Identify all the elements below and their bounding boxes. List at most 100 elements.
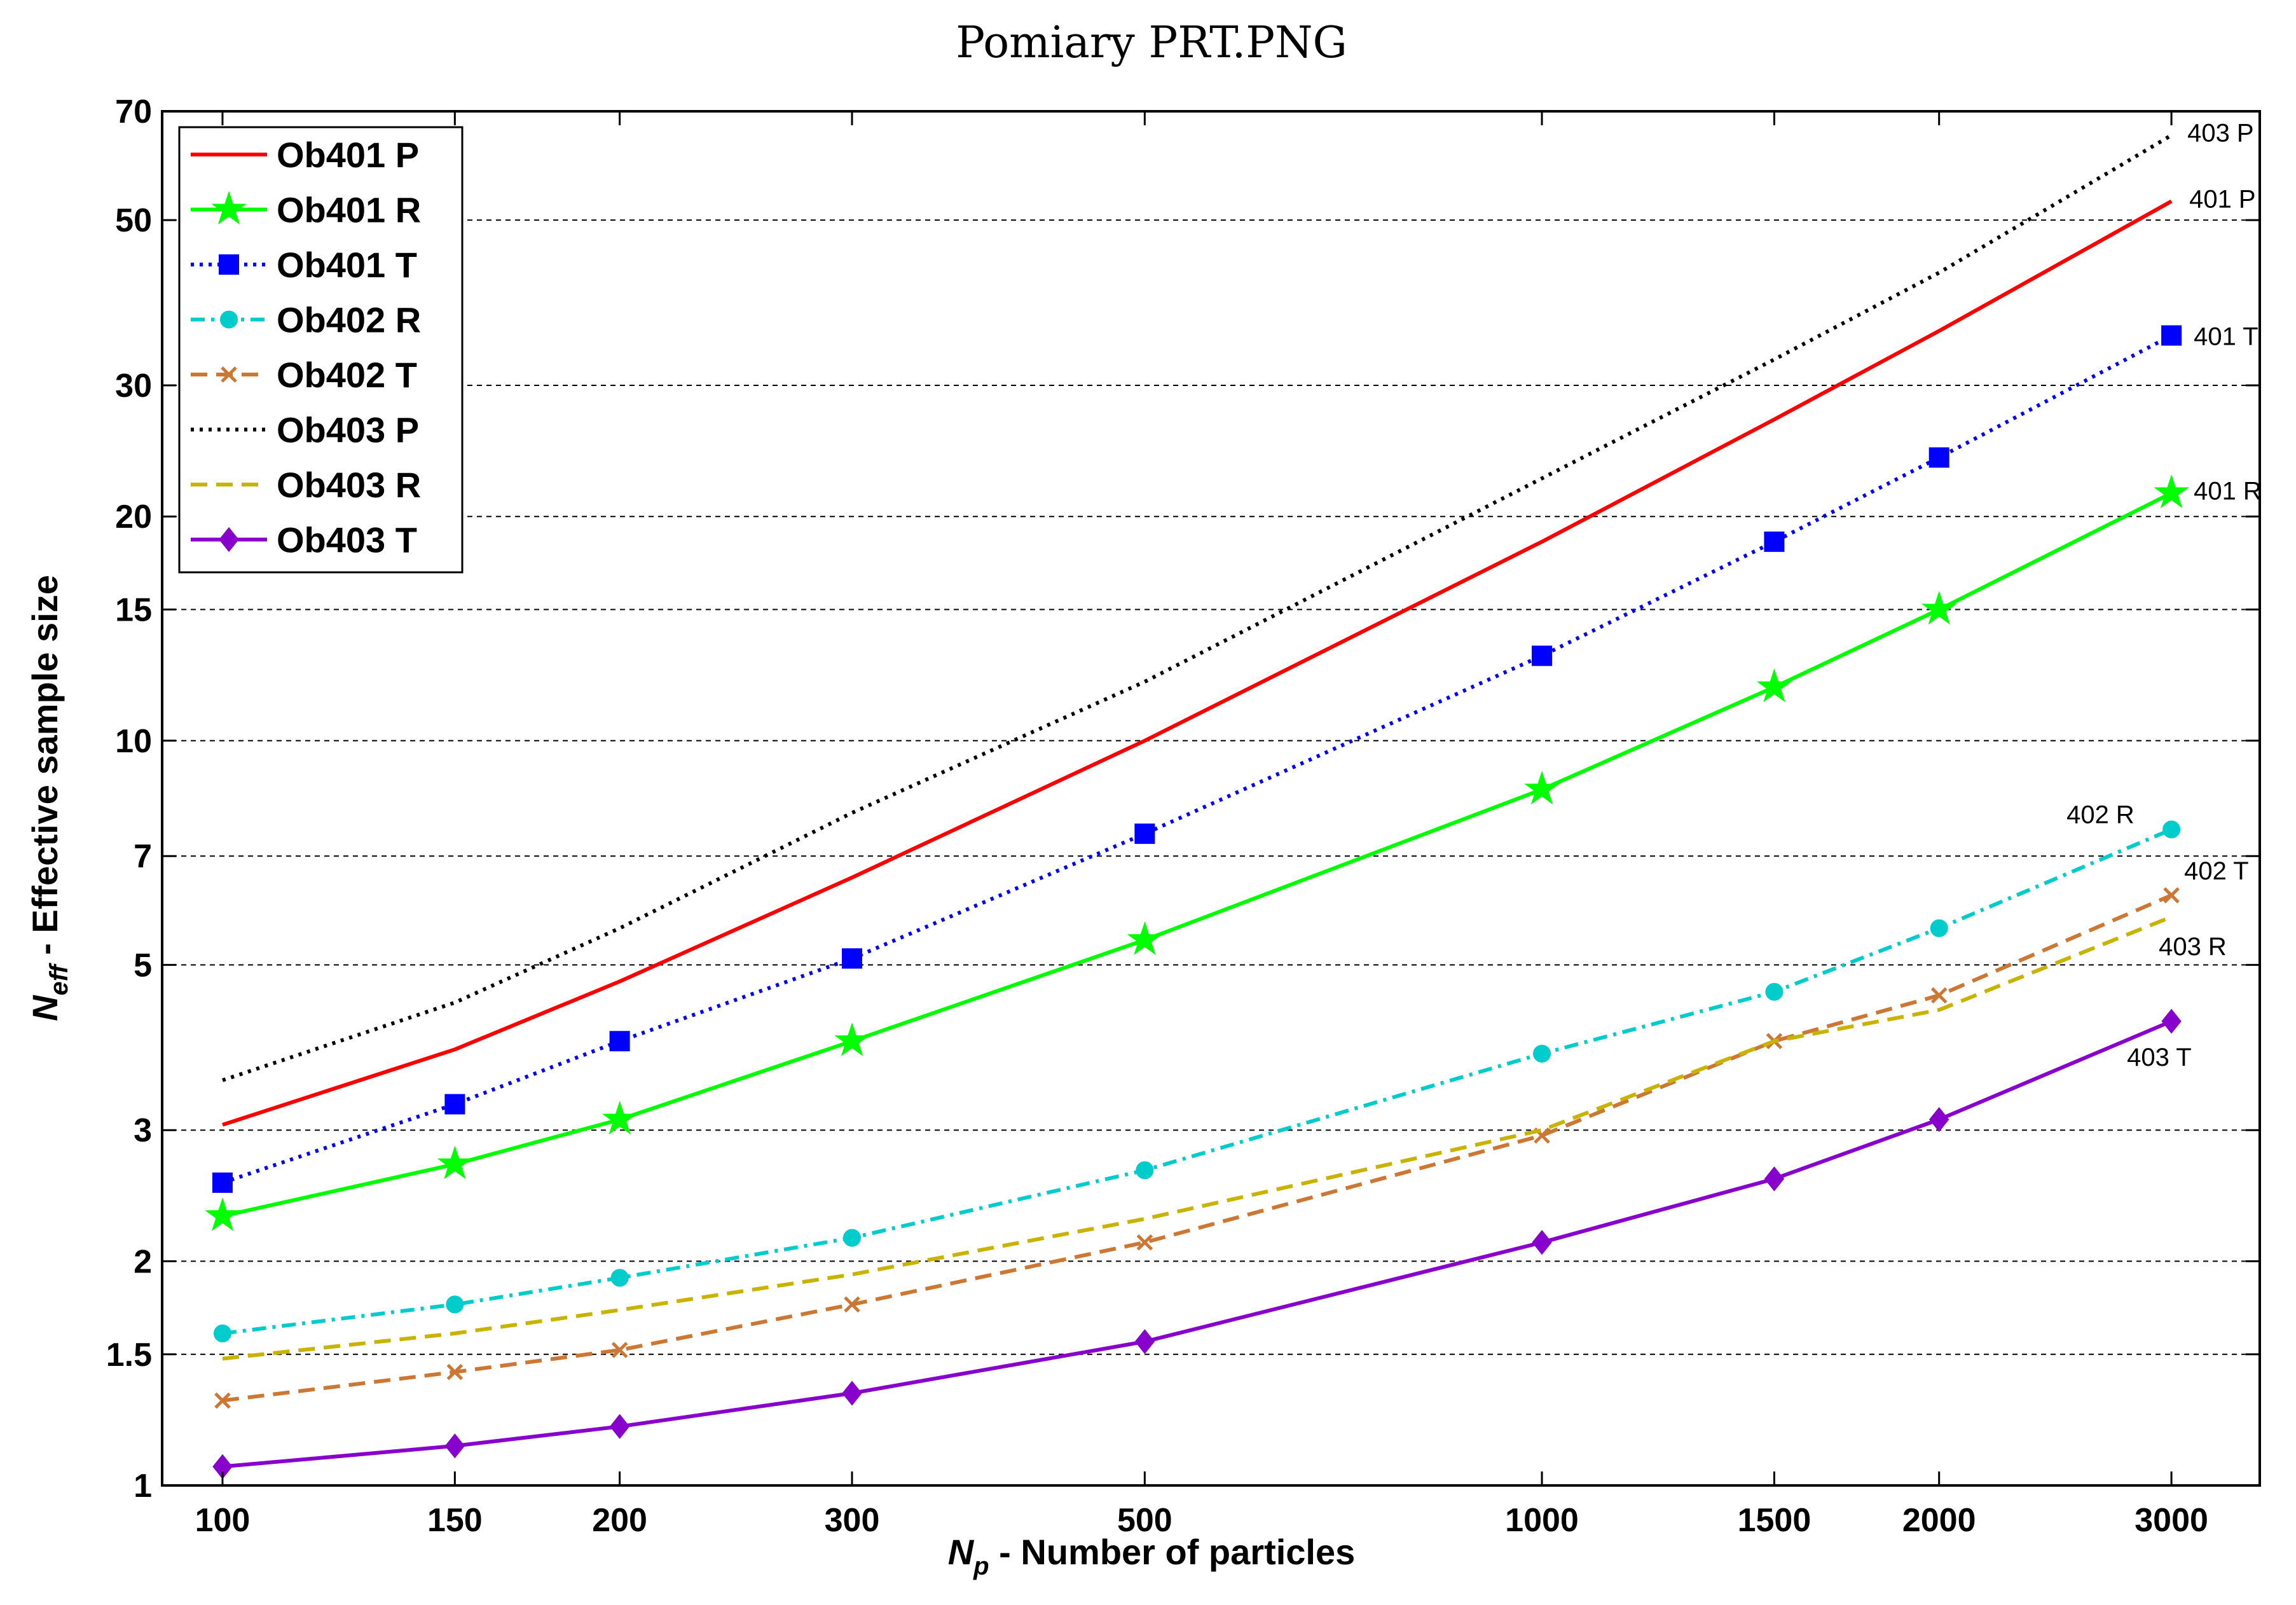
legend-item-ob403-p: Ob403 P	[191, 410, 419, 450]
data-point-ob401-r	[2154, 474, 2189, 509]
data-point-ob401-r	[1524, 771, 1560, 805]
data-point-ob401-t	[1928, 447, 1949, 468]
x-axis-label-rest: - Number of particles	[989, 1532, 1356, 1572]
series-ob403-r	[222, 915, 2173, 1361]
data-point-ob402-r	[1930, 919, 1948, 937]
ticks	[162, 110, 2260, 1487]
legend: Ob401 P Ob401 R Ob401 T Ob402 R Ob402 T Ob403…	[178, 126, 464, 574]
marker-stroke	[611, 1342, 628, 1358]
data-point-ob402-r	[446, 1295, 464, 1314]
data-point-ob402-t	[844, 1296, 860, 1313]
x-tick-label: 2000	[1902, 1502, 1976, 1539]
annotation-403-p: 403 P	[2187, 120, 2254, 148]
series-ob403-p	[222, 134, 2173, 1082]
data-point-ob402-r	[1136, 1161, 1154, 1180]
data-point-ob401-t	[609, 1031, 630, 1052]
data-point-ob403-t	[444, 1433, 465, 1459]
y-tick-label: 1	[134, 1468, 152, 1505]
plot-area: 401 P 401 R 401 T 402 R 402 T 403 P 403 R 403 T	[161, 110, 2262, 1487]
data-point-ob401-r	[601, 1101, 638, 1135]
legend-item-ob403-t: Ob403 T	[191, 520, 417, 560]
annotation-402-r: 402 R	[2066, 801, 2134, 829]
data-point-ob401-t	[212, 1172, 233, 1193]
annotation-403-r: 403 R	[2159, 933, 2227, 961]
legend-label: Ob403 P	[277, 410, 419, 450]
annotations: 401 P 401 R 401 T 402 R 402 T 403 P 403 R 403 T	[2066, 120, 2262, 1071]
data-point-ob401-t	[2161, 325, 2182, 346]
marker-stroke	[446, 1363, 464, 1381]
x-tick-label: 150	[427, 1502, 483, 1539]
data-point-ob402-t	[2163, 887, 2180, 904]
y-tick-label: 30	[115, 368, 152, 404]
y-tick-label: 1.5	[106, 1337, 152, 1374]
y-axis-label-rest: - Effective sample size	[25, 575, 65, 965]
x-tick-label: 300	[825, 1502, 880, 1539]
data-point-ob403-t	[842, 1381, 862, 1406]
marker-stroke	[1136, 1234, 1153, 1251]
y-axis-label: Neff - Effective sample size	[25, 575, 73, 1021]
x-tick-labels: 100 150 200 300 500 1000 1500 2000 3000	[195, 1502, 2208, 1539]
series-ob403-t	[212, 1009, 2182, 1479]
series-line-ob402-t	[222, 893, 2173, 1403]
legend-label: Ob403 R	[277, 465, 421, 505]
data-point-ob402-t	[611, 1342, 628, 1358]
annotation-401-p: 401 P	[2189, 186, 2256, 214]
legend-label: Ob402 T	[277, 355, 417, 395]
data-point-ob402-t	[214, 1392, 231, 1409]
legend-swatch-marker	[219, 527, 239, 553]
data-point-ob401-t	[842, 948, 863, 969]
legend-item-ob402-t: Ob402 T	[191, 355, 417, 395]
legend-swatch-marker	[220, 310, 238, 329]
data-point-ob402-r	[1533, 1044, 1551, 1063]
data-point-ob401-r	[205, 1197, 240, 1232]
data-point-ob403-t	[609, 1414, 630, 1439]
y-tick-label: 3	[134, 1112, 152, 1149]
legend-item-ob401-r: Ob401 R	[191, 190, 421, 230]
x-axis-label-sub: p	[973, 1552, 989, 1580]
data-point-ob402-r	[610, 1269, 629, 1287]
x-axis-label-main: N	[948, 1532, 975, 1572]
data-point-ob401-r	[834, 1023, 870, 1056]
legend-label: Ob402 R	[277, 300, 421, 340]
data-point-ob403-t	[1532, 1230, 1552, 1255]
x-tick-label: 1000	[1505, 1502, 1579, 1539]
series-ob401-t	[212, 325, 2182, 1193]
y-axis-label-main: N	[25, 995, 65, 1021]
y-tick-label: 70	[115, 93, 152, 130]
legend-label: Ob403 T	[277, 520, 417, 560]
data-point-ob402-r	[843, 1229, 862, 1247]
data-point-ob402-r	[1765, 982, 1784, 1001]
y-axis-label-sub: eff	[45, 963, 73, 996]
x-tick-label: 3000	[2134, 1502, 2208, 1539]
y-tick-label: 2	[134, 1243, 152, 1280]
series-line-ob403-r	[222, 915, 2173, 1361]
legend-swatch-marker	[211, 191, 247, 225]
series-ob401-r	[205, 474, 2189, 1232]
data-point-ob403-t	[1928, 1106, 1949, 1133]
marker-stroke	[1534, 1127, 1550, 1144]
data-point-ob402-t	[446, 1363, 464, 1381]
annotation-401-r: 401 R	[2194, 477, 2262, 505]
x-axis-label: Np - Number of particles	[948, 1532, 1356, 1580]
legend-item-ob402-r: Ob402 R	[191, 300, 421, 340]
y-tick-label: 15	[115, 592, 152, 629]
marker-stroke	[214, 1392, 231, 1409]
legend-item-ob401-p: Ob401 P	[191, 135, 419, 175]
data-point-ob401-t	[444, 1094, 465, 1115]
data-point-ob401-r	[1127, 921, 1163, 955]
marker-stroke	[221, 366, 237, 383]
y-tick-label: 10	[115, 723, 152, 760]
legend-item-ob401-t: Ob401 T	[191, 245, 417, 285]
marker-stroke	[1930, 987, 1948, 1004]
legend-label: Ob401 P	[277, 135, 419, 175]
y-tick-label: 50	[115, 202, 152, 239]
series-line-ob401-t	[222, 333, 2173, 1185]
x-tick-label: 100	[195, 1502, 251, 1539]
data-point-ob401-t	[1764, 531, 1785, 552]
series-ob401-p	[222, 199, 2173, 1127]
data-point-ob402-t	[1136, 1234, 1153, 1251]
y-tick-label: 20	[115, 499, 152, 535]
x-tick-label: 200	[592, 1502, 647, 1539]
data-point-ob403-t	[2161, 1009, 2182, 1034]
